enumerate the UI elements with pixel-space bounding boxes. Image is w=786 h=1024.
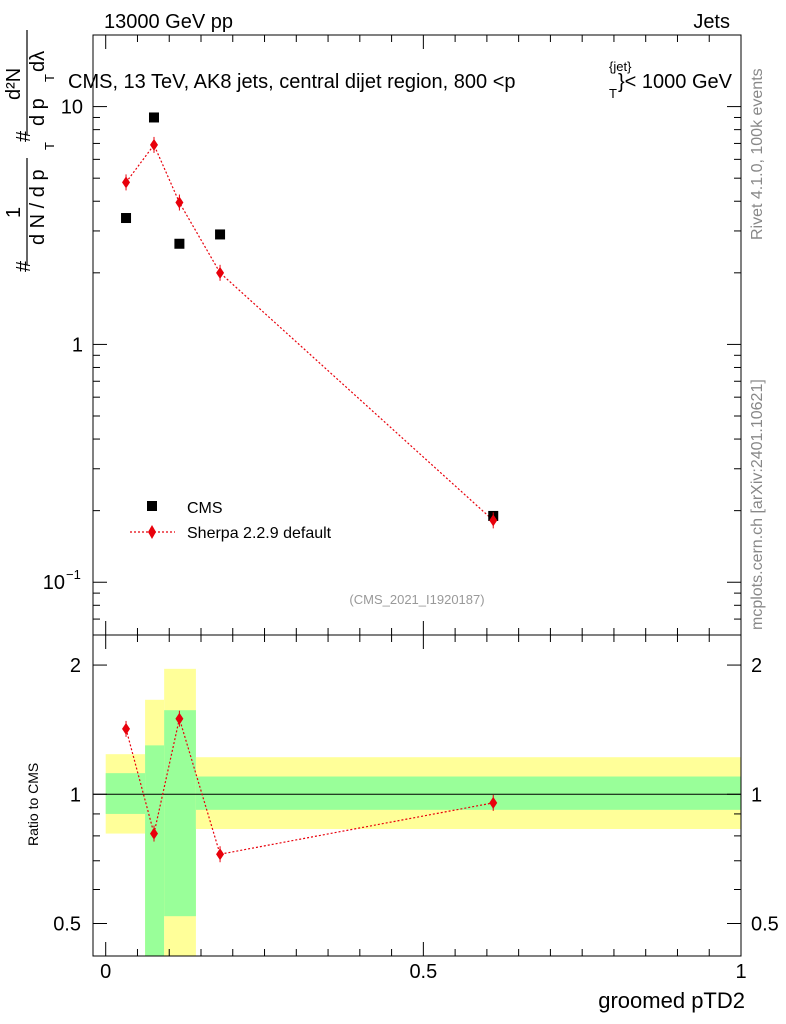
chart-title: CMS, 13 TeV, AK8 jets, central dijet reg…	[68, 71, 516, 93]
legend: CMS Sherpa 2.2.9 default	[130, 500, 332, 542]
green-band	[105, 773, 146, 814]
sherpa-ratio-point	[175, 712, 184, 725]
green-band	[164, 710, 196, 917]
cms-point	[148, 112, 159, 123]
title-subscript: T	[609, 86, 617, 101]
ratio-points	[122, 710, 498, 863]
ylabel-den-right-sub: T	[42, 74, 57, 82]
ylabel-den: d N / d p	[27, 169, 49, 245]
x-axis-label: groomed pTD2	[598, 988, 745, 1013]
ratio-y-axis-label: Ratio to CMS	[25, 763, 41, 846]
ylabel-den-right: d p	[27, 98, 49, 126]
sherpa-point	[122, 176, 131, 189]
title-tail: }< 1000 GeV	[618, 71, 733, 93]
main-frame	[92, 34, 742, 636]
ratio-y-tick-label-right: 2	[751, 655, 762, 677]
sherpa-ratio-point	[216, 848, 225, 861]
ylabel-hash-1: #	[13, 260, 35, 272]
x-tick-label: 0	[100, 961, 111, 983]
title-superscript: {jet}	[609, 59, 632, 74]
x-tick-label: 0.5	[409, 961, 437, 983]
ratio-y-tick-label: 1	[70, 784, 81, 806]
main-y-tick-label: 1	[72, 334, 83, 356]
main-y-axis-label: # 1 d N / d p T # d²N d p T dλ	[3, 30, 57, 272]
main-axis-ticks: 10−1110102	[43, 34, 742, 636]
sherpa-ratio-point	[489, 796, 498, 809]
ratio-y-tick-label-right: 0.5	[751, 913, 779, 935]
legend-cms-marker	[147, 501, 157, 511]
ratio-uncertainty-bands	[105, 668, 741, 956]
ylabel-hash-2: #	[13, 130, 35, 142]
header-right: Jets	[693, 11, 730, 33]
sherpa-ratio-point	[122, 722, 131, 735]
analysis-id-annotation: (CMS_2021_I1920187)	[349, 592, 484, 607]
sherpa-point	[175, 196, 184, 209]
ratio-y-tick-label: 2	[70, 655, 81, 677]
rivet-version-label: Rivet 4.1.0, 100k events	[749, 68, 766, 240]
ylabel-one: 1	[3, 207, 25, 218]
main-y-tick-exponent: −1	[66, 567, 81, 582]
cms-point	[121, 213, 132, 224]
legend-cms-label: CMS	[187, 500, 223, 517]
main-y-tick-label: 10	[43, 572, 65, 594]
main-plot-panel: 10−1110102 CMS, 13 TeV, AK8 jets, centra…	[3, 30, 742, 636]
legend-sherpa-marker	[148, 525, 156, 539]
main-points	[121, 112, 499, 529]
ylabel-den-sub: T	[42, 142, 57, 150]
ylabel-denominator: d p	[27, 98, 49, 126]
main-y-tick-label: 10	[61, 97, 83, 119]
ylabel-den-right-tail: dλ	[27, 51, 49, 72]
green-band	[195, 776, 741, 810]
ratio-frame	[92, 634, 742, 957]
green-band	[145, 745, 165, 956]
header-left: 13000 GeV pp	[104, 11, 233, 33]
ratio-y-tick-label-right: 1	[751, 784, 762, 806]
mcplots-source-label: mcplots.cern.ch [arXiv:2401.10621]	[749, 379, 766, 630]
legend-sherpa-label: Sherpa 2.2.9 default	[187, 525, 332, 542]
ratio-plot-panel: 0.5 0.5 1 1 2 2 0 0.5 1 Ratio to CMS groomed pTD…	[25, 634, 779, 1013]
ylabel-numerator: d²N	[3, 68, 25, 100]
ratio-y-tick-label: 0.5	[53, 913, 81, 935]
sherpa-ratio-point	[149, 827, 158, 840]
x-tick-label: 1	[735, 961, 746, 983]
sherpa-point	[149, 138, 158, 151]
sherpa-point	[489, 514, 498, 527]
cms-point	[174, 238, 185, 249]
ratio-axis-ticks: 0.5 0.5 1 1 2 2 0 0.5 1	[53, 635, 779, 983]
sherpa-point	[216, 266, 225, 279]
cms-point	[215, 229, 226, 240]
title-main: CMS, 13 TeV, AK8 jets, central dijet reg…	[68, 71, 516, 93]
